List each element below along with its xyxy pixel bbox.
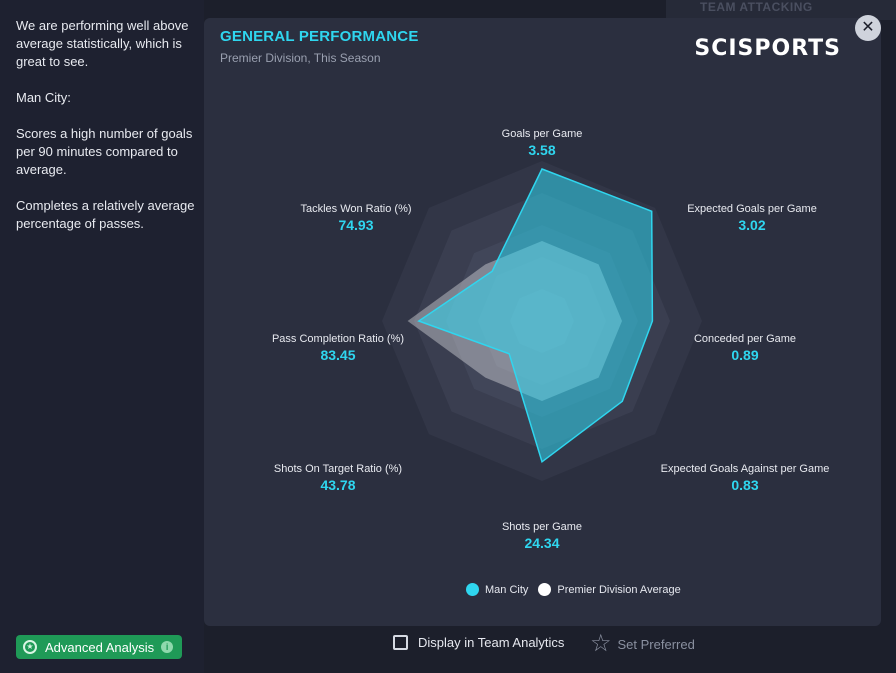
- advanced-analysis-label: Advanced Analysis: [45, 639, 155, 655]
- advanced-analysis-button[interactable]: ★ Advanced Analysis i: [16, 635, 182, 659]
- close-button[interactable]: ✕: [855, 15, 881, 41]
- legend-label: Man City: [485, 583, 529, 596]
- axis-label: Shots On Target Ratio (%) 43.78: [274, 463, 402, 493]
- legend-swatch: [538, 583, 552, 596]
- axis-name: Conceded per Game: [693, 333, 797, 345]
- close-icon: ✕: [861, 19, 875, 36]
- background-strip: [666, 0, 896, 20]
- brand-logo: SCISPORTS: [694, 36, 841, 61]
- legend-item-average: Premier Division Average: [538, 583, 681, 596]
- axis-value: 74.93: [338, 217, 374, 233]
- legend-swatch: [466, 583, 479, 596]
- axis-label: Tackles Won Ratio (%) 74.93: [300, 203, 411, 233]
- axis-label: Conceded per Game 0.89: [694, 333, 796, 363]
- series-man-city-area: [417, 168, 654, 464]
- insight-text: We are performing well above average sta…: [16, 17, 198, 251]
- axis-value: 3.58: [528, 142, 556, 158]
- info-icon[interactable]: i: [161, 641, 174, 653]
- axis-name: Goals per Game: [501, 128, 583, 140]
- card-subtitle: Premier Division, This Season: [220, 51, 381, 65]
- axis-value: 24.34: [524, 535, 560, 551]
- display-label: Display in Team Analytics: [418, 635, 565, 650]
- axis-name: Tackles Won Ratio (%): [300, 203, 412, 215]
- insight-paragraph: Scores a high number of goals per 90 min…: [16, 126, 193, 177]
- set-preferred-label: Set Preferred: [617, 636, 695, 652]
- background-partial-title: TEAM ATTACKING: [700, 0, 813, 14]
- axis-label: Shots per Game 24.34: [502, 521, 582, 551]
- axis-name: Expected Goals per Game: [687, 203, 817, 215]
- axis-label: Expected Goals per Game 3.02: [687, 203, 817, 233]
- insight-paragraph: Man City:: [16, 90, 71, 105]
- chart-legend: Man City Premier Division Average: [466, 583, 691, 596]
- analysis-icon: ★: [23, 640, 37, 654]
- display-in-team-analytics[interactable]: Display in Team Analytics: [393, 635, 564, 650]
- axis-value: 0.89: [731, 347, 759, 363]
- performance-card: GENERAL PERFORMANCE Premier Division, Th…: [204, 18, 881, 626]
- insight-panel: We are performing well above average sta…: [0, 0, 204, 673]
- set-preferred-button[interactable]: ☆ Set Preferred: [590, 630, 695, 657]
- axis-label: Expected Goals Against per Game 0.83: [661, 463, 830, 493]
- axis-name: Shots per Game: [501, 521, 583, 533]
- axis-value: 3.02: [738, 217, 766, 233]
- insight-paragraph: Completes a relatively average percentag…: [16, 198, 195, 231]
- axis-name: Shots On Target Ratio (%): [273, 463, 403, 475]
- axis-name: Pass Completion Ratio (%): [271, 333, 405, 345]
- legend-label: Premier Division Average: [557, 583, 681, 596]
- display-checkbox[interactable]: [393, 635, 408, 650]
- axis-label: Goals per Game 3.58: [502, 128, 583, 158]
- axis-label: Pass Completion Ratio (%) 83.45: [272, 333, 404, 363]
- axis-value: 0.83: [731, 477, 759, 493]
- axis-value: 83.45: [320, 347, 356, 363]
- axis-name: Expected Goals Against per Game: [660, 463, 830, 475]
- legend-item-man-city: Man City: [466, 583, 528, 596]
- card-title: GENERAL PERFORMANCE: [220, 28, 419, 45]
- star-icon: ☆: [590, 630, 612, 657]
- insight-paragraph: We are performing well above average sta…: [16, 18, 189, 69]
- radar-chart: [382, 161, 702, 481]
- axis-value: 43.78: [320, 477, 356, 493]
